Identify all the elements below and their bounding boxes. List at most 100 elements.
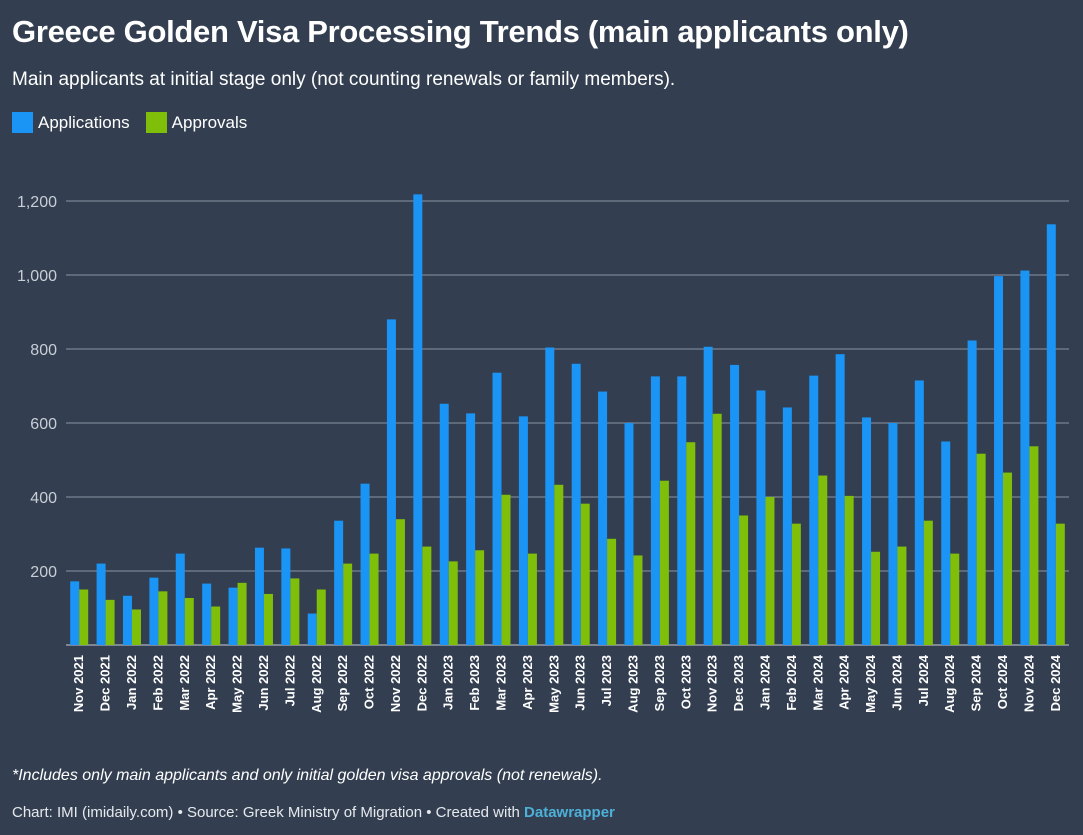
bar-approvals <box>369 553 379 645</box>
datawrapper-link[interactable]: Datawrapper <box>524 804 615 821</box>
x-tick-label: Feb 2023 <box>467 655 482 711</box>
bar-approvals <box>131 609 141 645</box>
bar-approvals <box>343 563 353 645</box>
bar-applications <box>122 595 132 645</box>
x-tick-label: May 2023 <box>546 655 561 713</box>
x-tick-label: Nov 2023 <box>705 655 720 712</box>
bar-approvals <box>765 497 775 645</box>
bar-applications <box>598 391 608 645</box>
x-tick-label: Feb 2024 <box>784 654 799 710</box>
bar-approvals <box>844 495 854 645</box>
bar-approvals <box>475 550 485 645</box>
x-tick-label: Aug 2022 <box>309 655 324 713</box>
bar-approvals <box>290 578 300 645</box>
bar-applications <box>782 407 792 645</box>
x-tick-label: May 2022 <box>230 655 245 713</box>
bar-applications <box>96 563 106 645</box>
bar-applications <box>941 441 951 645</box>
bar-approvals <box>686 442 696 645</box>
x-tick-label: Nov 2024 <box>1021 654 1036 712</box>
x-tick-label: Dec 2022 <box>414 655 429 711</box>
bar-applications <box>914 380 924 645</box>
legend-swatch-approvals <box>145 112 167 133</box>
x-tick-label: Apr 2024 <box>837 654 852 710</box>
bar-applications <box>492 372 502 645</box>
bar-approvals <box>580 503 590 645</box>
bar-approvals <box>422 546 432 645</box>
x-tick-label: Mar 2024 <box>810 654 825 710</box>
chart-subtitle: Main applicants at initial stage only (n… <box>12 69 676 90</box>
x-tick-label: Sep 2022 <box>335 655 350 711</box>
legend-item-approvals: Approvals <box>145 112 248 133</box>
bar-approvals <box>527 553 537 645</box>
y-tick-label: 800 <box>30 342 57 359</box>
y-tick-label: 1,000 <box>17 268 57 285</box>
bar-approvals <box>1055 523 1065 645</box>
bar-applications <box>650 376 660 645</box>
chart-title: Greece Golden Visa Processing Trends (ma… <box>12 14 909 49</box>
legend-swatch-applications <box>12 112 33 133</box>
bar-applications <box>466 413 476 645</box>
x-tick-label: Jun 2024 <box>889 654 904 710</box>
bar-approvals <box>1003 472 1013 645</box>
bar-applications <box>862 417 872 645</box>
x-tick-label: Nov 2021 <box>71 655 86 712</box>
bar-approvals <box>448 561 458 645</box>
bar-applications <box>386 319 396 645</box>
x-tick-label: Dec 2024 <box>1048 654 1063 711</box>
bar-approvals <box>791 523 801 645</box>
footnote: *Includes only main applicants and only … <box>12 767 603 784</box>
x-tick-label: Jun 2022 <box>256 655 271 711</box>
bar-applications <box>228 587 238 645</box>
bar-applications <box>254 547 264 645</box>
x-tick-label: Dec 2021 <box>98 655 113 711</box>
bar-approvals <box>554 484 564 645</box>
bar-approvals <box>739 515 749 645</box>
x-tick-label: Jan 2022 <box>124 655 139 710</box>
bar-applications <box>413 194 423 645</box>
legend: Applications Approvals <box>12 112 263 133</box>
x-tick-label: Apr 2023 <box>520 655 535 710</box>
x-tick-label: Oct 2022 <box>362 655 377 709</box>
bar-applications <box>809 375 819 645</box>
x-tick-label: Jun 2023 <box>573 655 588 711</box>
bar-applications <box>703 346 713 645</box>
bar-applications <box>835 354 845 645</box>
bar-applications <box>677 376 687 645</box>
bar-approvals <box>633 555 643 645</box>
bar-applications <box>439 403 449 645</box>
x-tick-label: Jul 2022 <box>282 655 297 706</box>
bar-approvals <box>659 480 669 645</box>
bar-applications <box>624 423 634 645</box>
bar-approvals <box>237 582 247 645</box>
x-tick-label: Nov 2022 <box>388 655 403 712</box>
bar-approvals <box>158 591 168 645</box>
bar-applications <box>307 613 317 645</box>
y-tick-label: 1,200 <box>17 194 57 211</box>
bar-approvals <box>871 551 881 645</box>
bar-approvals <box>501 494 511 645</box>
bar-approvals <box>712 413 722 645</box>
x-tick-label: Dec 2023 <box>731 655 746 711</box>
bar-approvals <box>211 606 221 645</box>
bar-applications <box>1046 224 1056 645</box>
bar-applications <box>334 520 344 645</box>
legend-label-approvals: Approvals <box>171 112 248 132</box>
bar-approvals <box>1029 446 1039 645</box>
x-tick-label: Jan 2023 <box>441 655 456 710</box>
bar-applications <box>888 423 898 645</box>
bar-applications <box>175 553 185 645</box>
x-tick-label: Feb 2022 <box>150 655 165 711</box>
bar-chart: 200 400 600 800 1,000 1,200 Nov 2021 Dec 2021 Ja… <box>17 194 1069 713</box>
x-tick-label: Mar 2023 <box>494 655 509 711</box>
bar-applications <box>1020 270 1030 645</box>
x-tick-label: Sep 2023 <box>652 655 667 711</box>
bar-applications <box>571 363 581 645</box>
x-tick-label: Oct 2023 <box>678 655 693 709</box>
legend-item-applications: Applications <box>12 112 130 133</box>
bar-applications <box>518 416 528 645</box>
credits-text: Chart: IMI (imidaily.com) • Source: Gree… <box>12 804 525 821</box>
bar-applications <box>281 548 291 645</box>
bar-approvals <box>818 475 828 645</box>
x-tick-label: Aug 2023 <box>625 655 640 713</box>
